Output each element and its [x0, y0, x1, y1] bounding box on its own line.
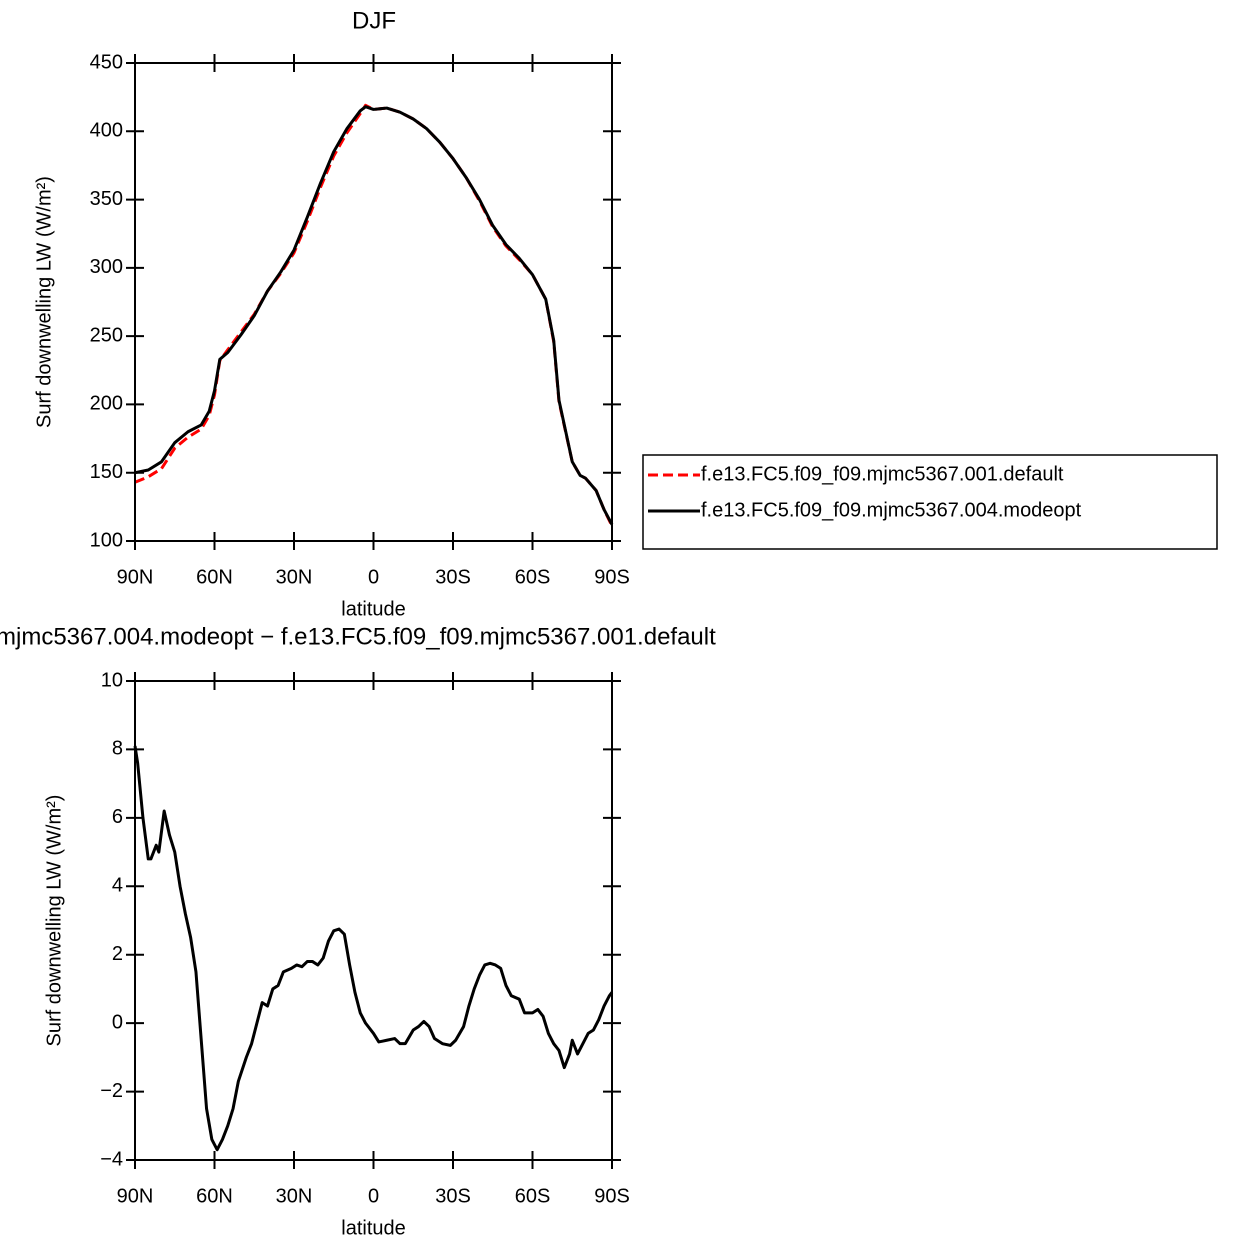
y-tick-label: 8 — [112, 738, 123, 760]
y-tick-label: 450 — [90, 51, 123, 73]
x-tick-label: 90N — [117, 1185, 154, 1207]
legend: f.e13.FC5.f09_f09.mjmc5367.001.default f.… — [642, 454, 1218, 550]
data-line — [133, 745, 614, 1152]
x-tick-label: 30S — [435, 1185, 471, 1207]
y-tick-label: 4 — [112, 875, 123, 897]
legend-label: f.e13.FC5.f09_f09.mjmc5367.004.modeopt — [701, 499, 1082, 521]
y-tick-label: 150 — [90, 461, 123, 483]
x-tick-label: 30N — [276, 1185, 313, 1207]
x-tick-label: 0 — [368, 566, 379, 588]
y-tick-label: 0 — [112, 1011, 123, 1033]
x-tick-label: 60N — [196, 1185, 233, 1207]
data-line — [134, 105, 614, 526]
y-tick-label: −2 — [100, 1080, 123, 1102]
x-tick-label: 90S — [594, 566, 630, 588]
x-tick-label: 90S — [594, 1185, 630, 1207]
legend-label: f.e13.FC5.f09_f09.mjmc5367.001.default — [701, 463, 1064, 485]
y-axis-title: Surf downwelling LW (W/m²) — [33, 176, 55, 428]
chart-title: mjmc5367.004.modeopt − f.e13.FC5.f09_f09… — [0, 623, 716, 650]
x-axis-title: latitude — [341, 598, 406, 620]
plot-frame — [134, 680, 613, 1161]
y-tick-label: 200 — [90, 393, 123, 415]
data-line — [134, 103, 614, 527]
y-tick-label: 100 — [90, 529, 123, 551]
x-axis-title: latitude — [341, 1217, 406, 1239]
x-tick-label: 0 — [368, 1185, 379, 1207]
x-tick-label: 60S — [515, 566, 551, 588]
plot-frame — [134, 62, 613, 542]
x-tick-label: 90N — [117, 566, 154, 588]
x-tick-label: 30N — [276, 566, 313, 588]
x-tick-label: 60S — [515, 1185, 551, 1207]
y-tick-label: 10 — [101, 669, 123, 691]
y-tick-label: 250 — [90, 324, 123, 346]
y-tick-label: 300 — [90, 256, 123, 278]
y-tick-label: 6 — [112, 806, 123, 828]
y-tick-label: 2 — [112, 943, 123, 965]
x-tick-label: 60N — [196, 566, 233, 588]
y-tick-label: 400 — [90, 120, 123, 142]
x-tick-label: 30S — [435, 566, 471, 588]
chart-title: DJF — [352, 7, 396, 34]
y-tick-label: 350 — [90, 188, 123, 210]
y-tick-label: −4 — [100, 1148, 123, 1170]
legend-box — [642, 454, 1218, 550]
y-axis-title: Surf downwelling LW (W/m²) — [43, 795, 65, 1047]
